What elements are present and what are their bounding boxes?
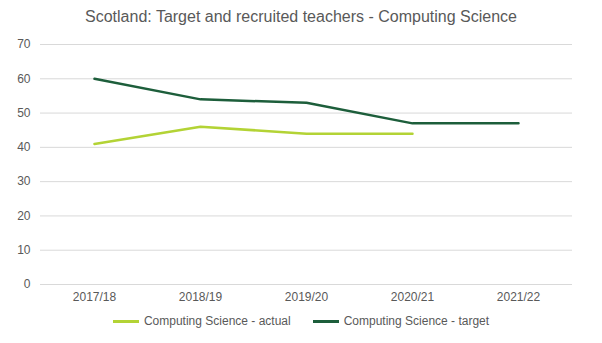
- svg-text:50: 50: [17, 106, 31, 120]
- svg-text:60: 60: [17, 72, 31, 86]
- html-text:Computing Science - actual: Computing Science - actual: [143, 314, 291, 328]
- svg-text:30: 30: [17, 174, 31, 188]
- html-text:Scotland: Target and recruited: Scotland: Target and recruited teachers …: [85, 8, 517, 25]
- svg-text:10: 10: [17, 243, 31, 257]
- svg-text:40: 40: [17, 140, 31, 154]
- svg-text:2019/20: 2019/20: [285, 290, 329, 304]
- svg-text:0: 0: [24, 277, 31, 291]
- svg-text:2017/18: 2017/18: [73, 290, 117, 304]
- html-text:Computing Science - target: Computing Science - target: [343, 314, 490, 328]
- svg-text:2018/19: 2018/19: [179, 290, 223, 304]
- svg-text:70: 70: [17, 37, 31, 51]
- svg-text:20: 20: [17, 209, 31, 223]
- svg-text:2021/22: 2021/22: [497, 290, 541, 304]
- svg-text:2020/21: 2020/21: [391, 290, 435, 304]
